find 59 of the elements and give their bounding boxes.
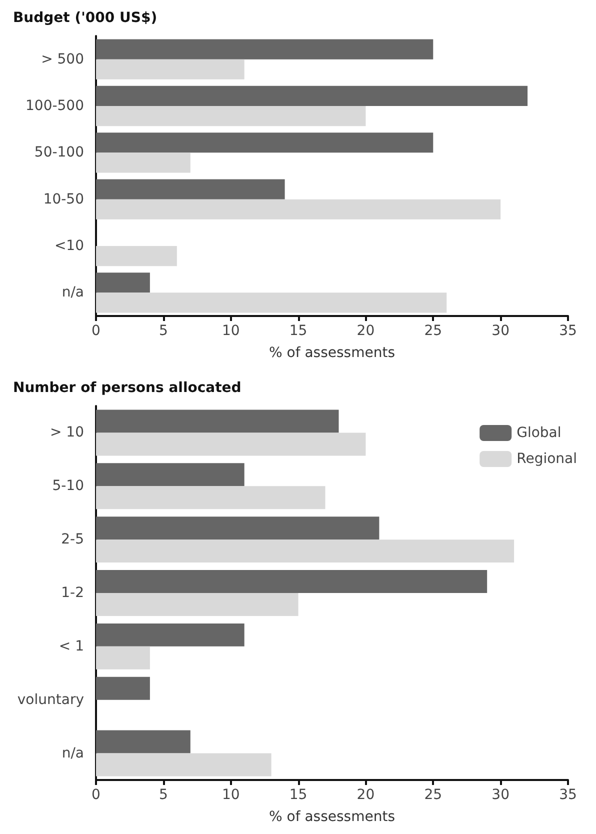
y-tick-label: 100-500	[26, 98, 84, 114]
x-tick-label: 35	[559, 323, 577, 339]
bar	[96, 516, 380, 540]
bar	[96, 593, 298, 616]
x-tick-label: 30	[492, 323, 510, 339]
legend-label: Regional	[516, 451, 578, 467]
bar	[96, 570, 488, 593]
y-tick-label: voluntary	[17, 692, 84, 708]
bar	[96, 730, 190, 754]
y-tick-label: <10	[54, 238, 84, 254]
bar	[96, 463, 244, 486]
y-tick-label: 5-10	[52, 478, 84, 494]
y-tick-label: 50-100	[34, 144, 84, 161]
y-tick-label: 10-50	[43, 191, 84, 208]
bar	[96, 292, 447, 313]
bar	[96, 272, 150, 293]
bar	[96, 86, 528, 106]
bar	[96, 152, 190, 173]
bar	[96, 410, 339, 433]
x-tick-label: 15	[289, 323, 308, 339]
x-tick-label: 5	[158, 787, 168, 803]
x-axis-title: % of assessments	[269, 809, 395, 825]
bar	[96, 540, 514, 563]
bar	[96, 676, 150, 700]
y-tick-label: n/a	[62, 745, 84, 762]
bar	[96, 246, 177, 266]
bar	[96, 179, 285, 200]
bar	[96, 623, 244, 646]
x-tick-label: 0	[92, 787, 100, 803]
x-tick-label: 25	[424, 323, 442, 339]
chart-title: Number of persons allocated	[13, 380, 242, 396]
chart-title: Budget ('000 US$)	[13, 10, 158, 26]
x-tick-label: 30	[492, 787, 510, 803]
y-tick-label: < 1	[58, 638, 84, 654]
x-tick-label: 5	[158, 323, 168, 339]
bar	[96, 106, 366, 126]
bar	[96, 59, 244, 80]
bar	[96, 646, 150, 670]
x-tick-label: 15	[289, 787, 308, 803]
x-tick-label: 10	[222, 787, 240, 803]
y-tick-label: n/a	[62, 284, 84, 301]
legend-label: Global	[516, 425, 562, 441]
y-tick-label: > 10	[50, 424, 84, 441]
bar	[96, 199, 501, 220]
y-tick-label: 1-2	[61, 585, 84, 601]
bar	[96, 132, 434, 153]
y-tick-label: 2-5	[61, 532, 84, 548]
bar	[96, 486, 326, 510]
bar	[96, 432, 366, 456]
x-tick-label: 0	[92, 323, 100, 339]
y-tick-label: > 500	[41, 51, 84, 68]
bar	[96, 39, 434, 60]
x-tick-label: 25	[424, 787, 442, 803]
x-tick-label: 10	[222, 323, 240, 339]
x-axis-title: % of assessments	[269, 345, 395, 361]
x-tick-label: 20	[356, 323, 375, 339]
x-tick-label: 35	[559, 787, 577, 803]
x-tick-label: 20	[356, 787, 375, 803]
bar	[96, 753, 272, 776]
